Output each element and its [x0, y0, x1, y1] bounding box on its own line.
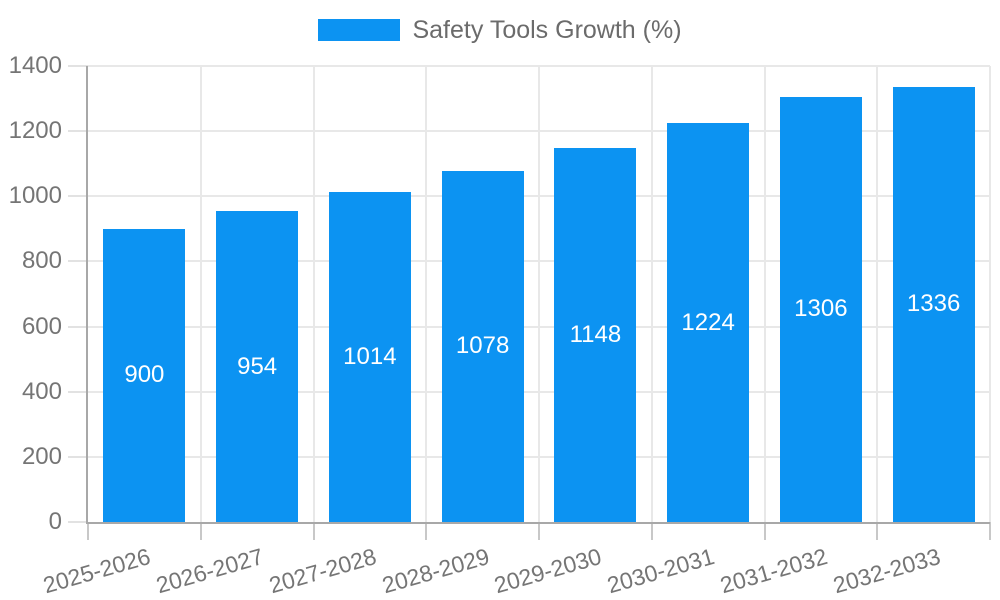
y-tick-label: 200 — [21, 442, 62, 470]
bar-value-label: 1224 — [681, 308, 735, 336]
x-axis-tick — [425, 522, 428, 540]
bar-value-label: 1078 — [455, 332, 510, 360]
bar-value-label: 1306 — [794, 295, 848, 323]
bar-2027-2028[interactable] — [328, 191, 411, 522]
chart-legend: Safety Tools Growth (%) — [0, 16, 1000, 44]
x-axis-tick — [538, 522, 540, 540]
gridline-vertical — [876, 66, 879, 522]
bar-2028-2029[interactable] — [441, 170, 524, 522]
gridline-vertical — [989, 66, 991, 522]
x-tick-label: 2031-2032 — [717, 543, 831, 599]
x-axis-tick — [876, 522, 879, 540]
x-axis-tick — [312, 522, 315, 540]
y-axis-tick — [68, 65, 88, 67]
bar-2031-2032[interactable] — [779, 96, 862, 522]
y-axis-line — [86, 66, 88, 524]
y-axis-tick — [68, 455, 88, 458]
x-axis-tick — [989, 522, 991, 540]
bar-value-label: 1014 — [343, 342, 397, 370]
x-axis-tick — [763, 522, 766, 540]
y-tick-label: 600 — [21, 312, 62, 340]
x-tick-label: 2025-2026 — [40, 543, 154, 599]
x-axis-tick — [650, 522, 653, 540]
y-axis-tick — [68, 130, 88, 133]
x-axis-tick — [199, 522, 202, 540]
bar-2026-2027[interactable] — [216, 211, 299, 522]
gridline-vertical — [199, 66, 202, 522]
x-tick-label: 2028-2029 — [378, 543, 492, 599]
y-tick-label: 0 — [48, 508, 62, 535]
y-tick-label: 400 — [21, 377, 62, 405]
bar-2030-2031[interactable] — [667, 123, 750, 522]
gridline-vertical — [650, 66, 653, 522]
bar-value-label: 1336 — [906, 290, 961, 318]
x-axis-line — [88, 522, 990, 524]
bar-2032-2033[interactable] — [892, 86, 975, 522]
bar-value-label: 1148 — [569, 321, 622, 349]
x-tick-label: 2030-2031 — [604, 543, 718, 599]
y-tick-label: 800 — [21, 247, 62, 275]
x-axis-tick — [87, 522, 89, 540]
y-axis-tick — [68, 390, 88, 393]
gridline-vertical — [763, 66, 766, 522]
gridline-vertical — [312, 66, 315, 522]
y-axis-tick — [68, 195, 88, 198]
bar-value-label: 954 — [237, 352, 278, 380]
bar-2025-2026[interactable] — [103, 228, 186, 522]
y-tick-label: 1000 — [8, 182, 62, 210]
legend-swatch[interactable] — [318, 19, 401, 41]
x-tick-label: 2026-2027 — [153, 543, 267, 599]
x-tick-label: 2032-2033 — [829, 543, 943, 599]
gridline-vertical — [538, 66, 540, 522]
x-tick-label: 2029-2030 — [491, 543, 605, 599]
gridline-vertical — [425, 66, 428, 522]
y-axis-tick — [68, 521, 88, 523]
legend-label[interactable]: Safety Tools Growth (%) — [412, 16, 682, 44]
x-tick-label: 2027-2028 — [266, 543, 380, 599]
bar-2029-2030[interactable] — [554, 148, 637, 522]
bar-value-label: 900 — [124, 361, 165, 389]
y-axis-tick — [68, 260, 88, 263]
y-tick-label: 1400 — [8, 52, 62, 79]
y-tick-label: 1200 — [8, 117, 62, 145]
y-axis-tick — [68, 325, 88, 328]
